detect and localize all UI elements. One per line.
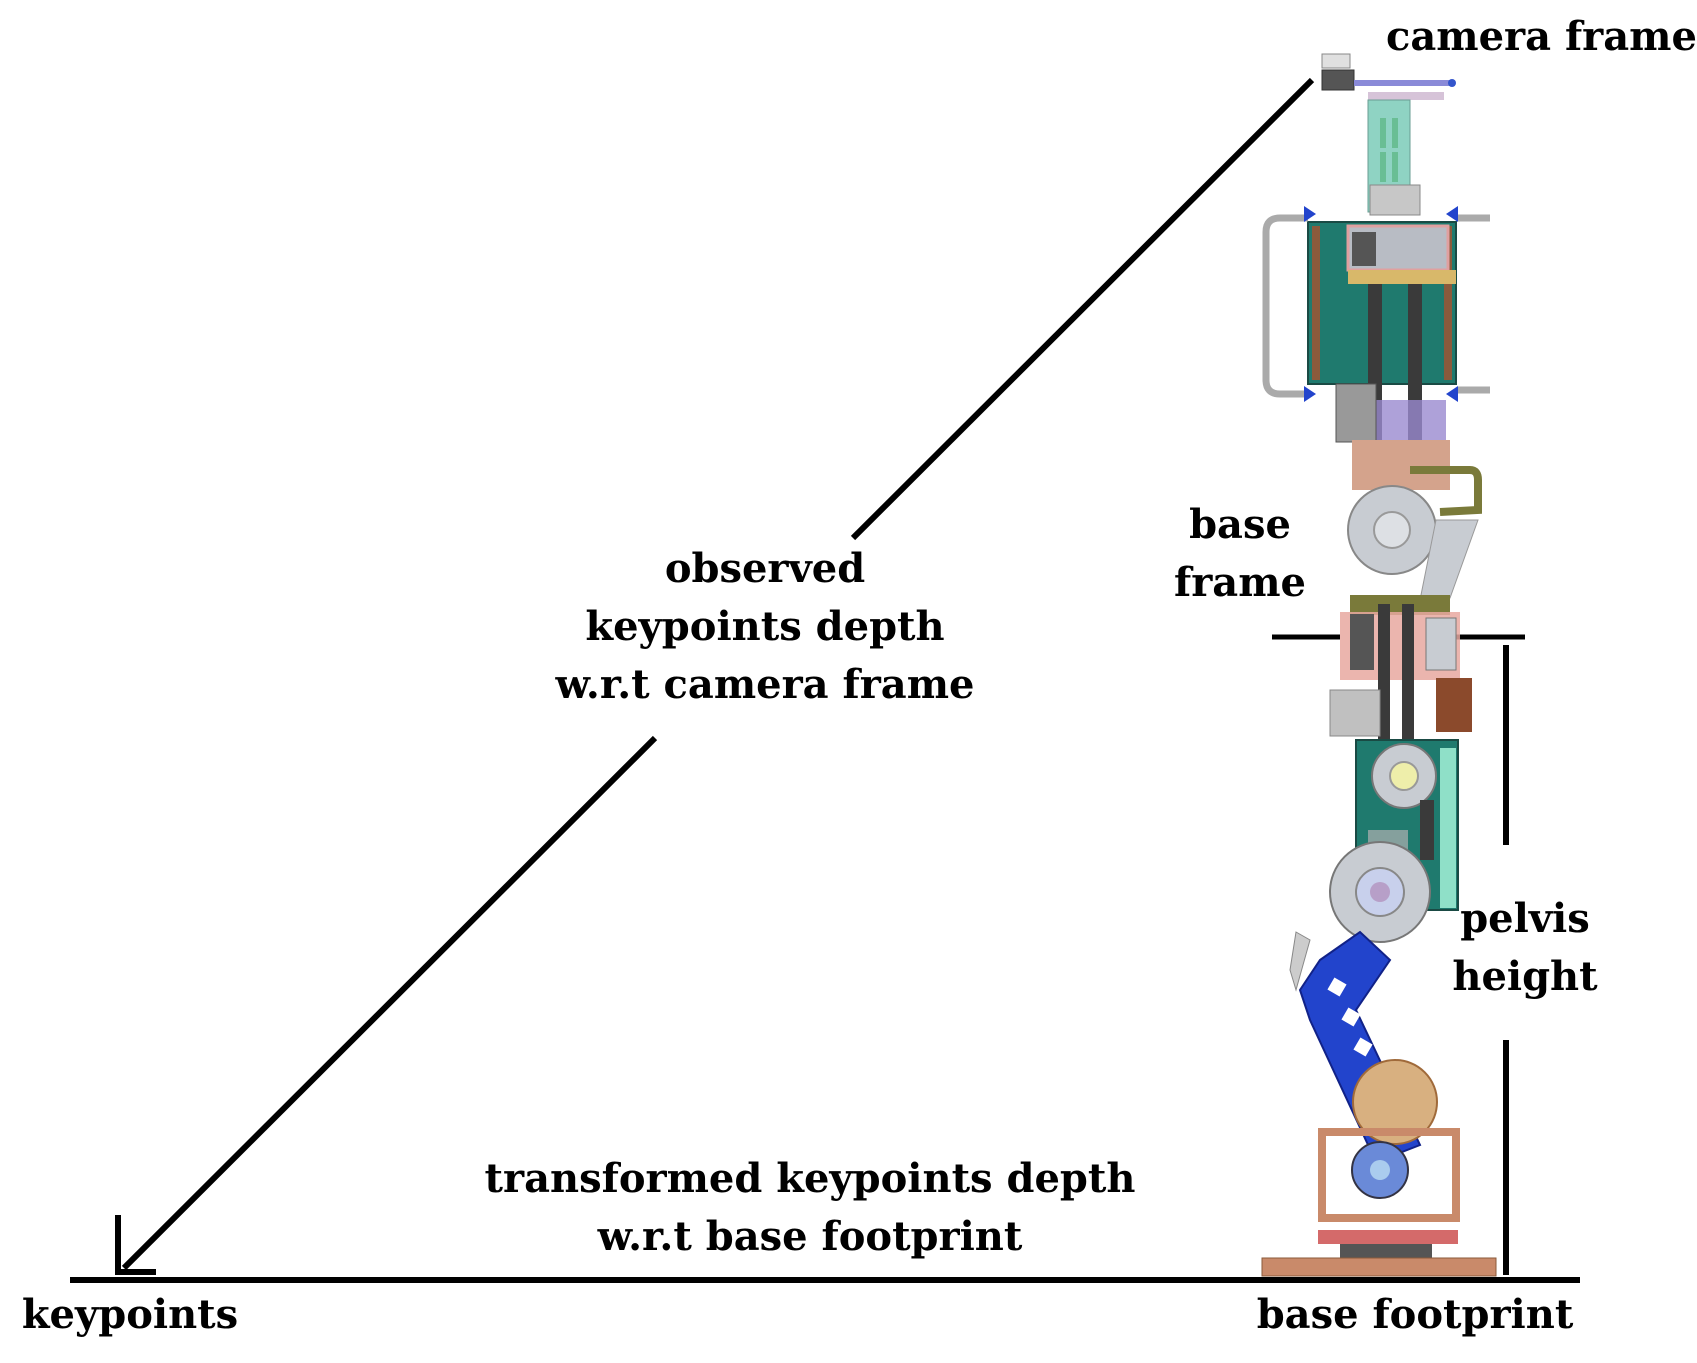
observed-depth-label-line2: keypoints depth <box>585 603 945 650</box>
keypoints-arrowhead <box>115 1215 156 1275</box>
base-footprint-label: base footprint <box>1256 1291 1574 1338</box>
transformed-depth-label: transformed keypoints depth w.r.t base f… <box>480 1150 1140 1266</box>
camera-icon <box>1321 53 1456 100</box>
base-frame-label-line1: base <box>1189 501 1291 548</box>
observed-depth-label-line1: observed <box>664 545 866 592</box>
keypoints-label: keypoints <box>21 1291 239 1338</box>
pelvis-height-label: pelvis height <box>1430 890 1620 1006</box>
pelvis-height-label-line1: pelvis <box>1460 895 1590 942</box>
observed-depth-label: observed keypoints depth w.r.t camera fr… <box>530 540 1000 714</box>
pelvis-height-label-line2: height <box>1452 953 1598 1000</box>
observed-depth-label-line3: w.r.t camera frame <box>555 661 975 708</box>
foot-plate <box>1318 1230 1458 1244</box>
base-frame-label-line2: frame <box>1174 559 1306 606</box>
robot-illustration <box>1261 53 1497 1277</box>
base-frame-label: base frame <box>1170 496 1310 612</box>
transformed-depth-label-line1: transformed keypoints depth <box>484 1155 1136 1202</box>
observed-depth-line-lower <box>121 735 658 1271</box>
ankle-gear-icon <box>1352 1059 1438 1145</box>
observed-depth-line-upper <box>850 77 1315 541</box>
base-footprint-plate <box>1261 1257 1497 1277</box>
camera-frame-label: camera frame <box>1386 13 1697 60</box>
transformed-depth-label-line2: w.r.t base footprint <box>597 1213 1023 1260</box>
